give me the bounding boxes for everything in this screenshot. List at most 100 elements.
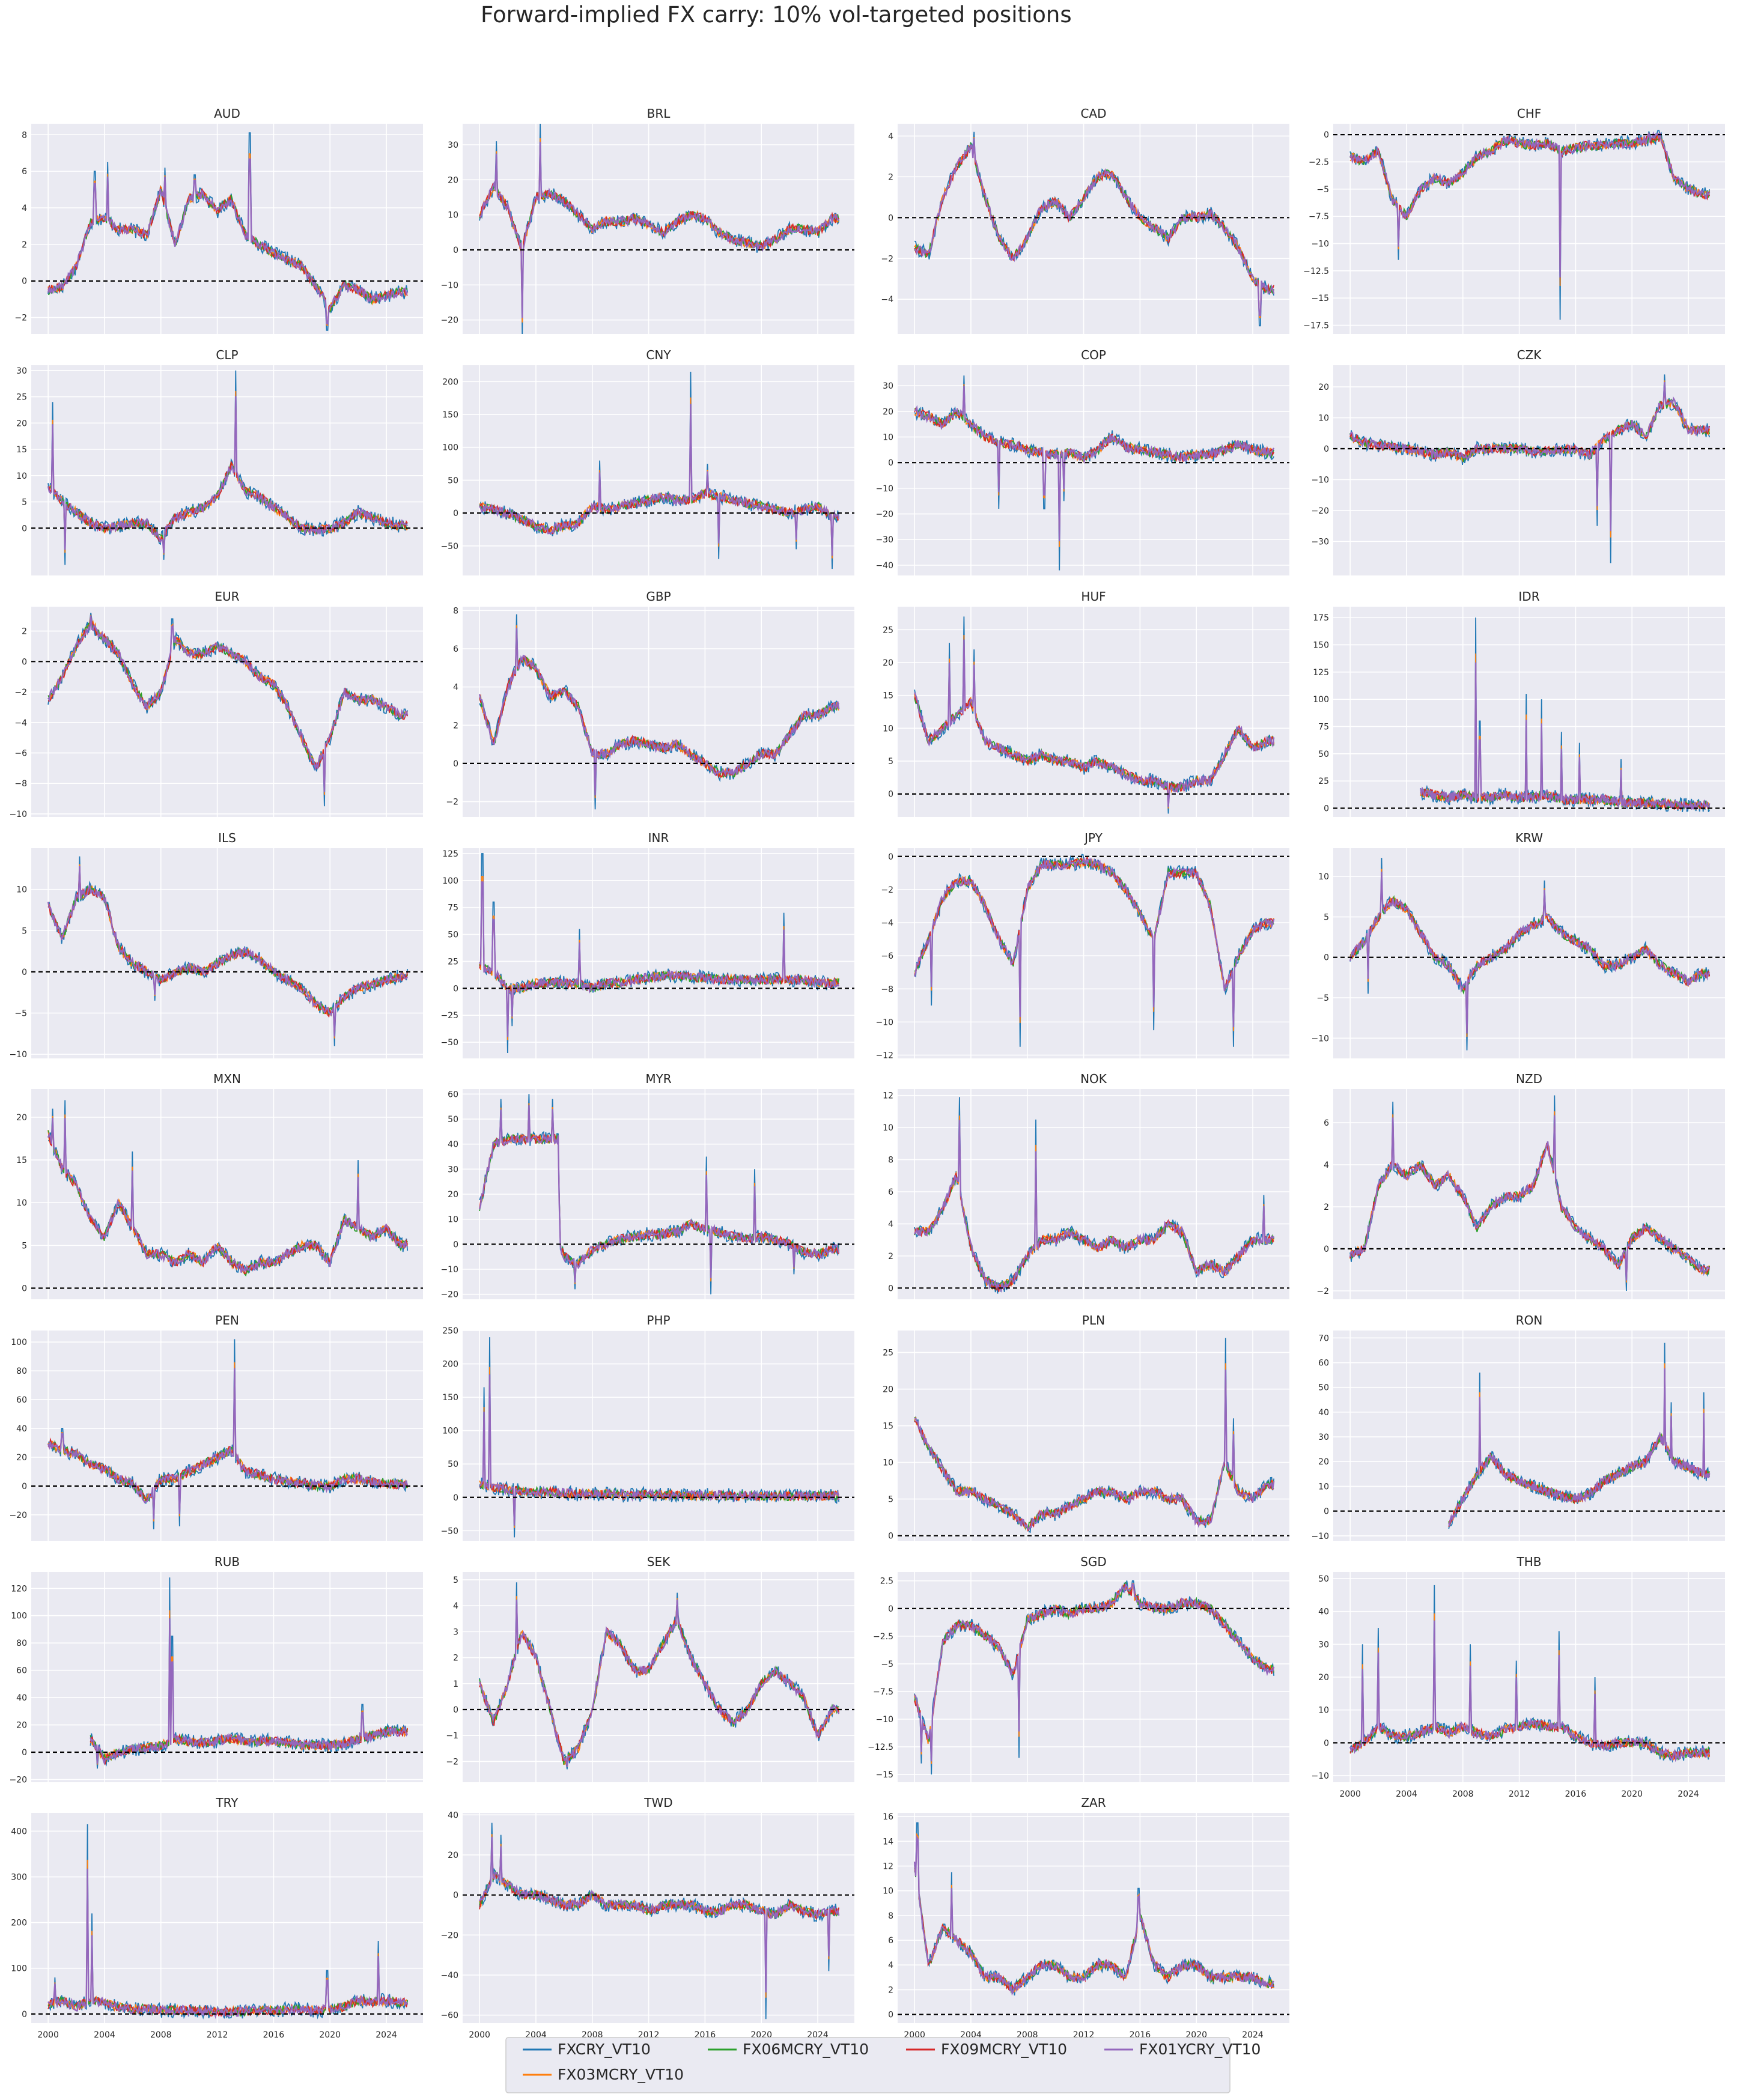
y-tick-label: 30 (448, 141, 458, 150)
legend-label: FX09MCRY_VT10 (941, 2041, 1067, 2058)
y-tick-label: −20 (440, 316, 458, 326)
y-tick-label: 2.5 (880, 1577, 893, 1586)
panel-huf: HUF 0 5 10 15 20 25 (883, 589, 1289, 817)
series-line-fx01ycry_vt10 (913, 1834, 1275, 1996)
y-tick-label: −20 (875, 510, 893, 520)
y-tick-label: −7.5 (1309, 212, 1329, 222)
panel-title: SGD (1080, 1555, 1107, 1569)
y-tick-label: 2 (453, 721, 458, 730)
x-tick-label: 2024 (376, 2030, 397, 2040)
y-tick-label: −5 (1316, 994, 1329, 1003)
y-tick-label: 0 (1324, 445, 1329, 454)
y-tick-label: 10 (1318, 1482, 1329, 1492)
y-tick-label: −2 (881, 885, 893, 895)
y-tick-label: 40 (16, 1693, 27, 1703)
y-tick-label: 5 (888, 757, 893, 766)
plot-area (463, 1572, 854, 1782)
panel-title: PHP (646, 1313, 670, 1328)
legend-frame (505, 2037, 1231, 2093)
y-tick-label: 8 (22, 130, 27, 140)
y-tick-label: 3 (453, 1627, 458, 1637)
panel-title: NZD (1516, 1072, 1542, 1086)
series-line-fx01ycry_vt10 (1448, 1368, 1711, 1527)
y-tick-label: 125 (1313, 668, 1329, 678)
legend: FXCRY_VT10 FX03MCRY_VT10 FX06MCRY_VT10 FX09… (505, 2037, 1261, 2093)
y-tick-label: 30 (1318, 1640, 1329, 1649)
x-tick-label: 2000 (37, 2030, 59, 2040)
panel-krw: KRW −10 −5 0 5 10 (1311, 831, 1725, 1058)
y-tick-label: 30 (1318, 1433, 1329, 1442)
y-tick-label: −10 (875, 484, 893, 494)
y-tick-label: 0 (453, 246, 458, 255)
panel-brl: BRL −20 −10 0 10 20 30 (440, 106, 854, 335)
y-tick-label: 20 (448, 175, 458, 185)
y-tick-label: −10 (1311, 1771, 1329, 1781)
panel-nzd: NZD −2 0 2 4 6 (1316, 1072, 1725, 1299)
y-tick-label: −10 (1311, 475, 1329, 485)
series-line-fx01ycry_vt10 (1349, 872, 1711, 1034)
y-tick-label: 6 (888, 1936, 893, 1946)
panel-title: RON (1516, 1313, 1543, 1328)
panel-title: COP (1081, 348, 1106, 362)
x-tick-label: 2016 (1565, 1789, 1587, 1799)
panel-title: CNY (646, 348, 671, 362)
series-line-fx01ycry_vt10 (914, 1369, 1275, 1530)
series-line-fx01ycry_vt10 (47, 158, 409, 325)
y-tick-label: 2 (888, 1985, 893, 1995)
y-tick-label: 80 (16, 1367, 27, 1376)
y-tick-label: 15 (883, 691, 893, 701)
panel-title: MYR (645, 1072, 671, 1086)
x-tick-label: 2012 (1509, 1789, 1530, 1799)
y-tick-label: 6 (888, 1188, 893, 1197)
panel-title: TWD (643, 1795, 672, 1810)
y-tick-label: 20 (16, 1113, 27, 1123)
y-tick-label: 0 (1324, 1245, 1329, 1254)
y-tick-label: 8 (888, 1911, 893, 1921)
y-tick-label: 50 (1318, 750, 1329, 759)
y-tick-label: 15 (16, 1156, 27, 1165)
y-tick-label: 0 (888, 2010, 893, 2020)
panel-cop: COP −40 −30 −20 −10 0 10 20 30 (875, 348, 1289, 575)
series-line-fx01ycry_vt10 (47, 1368, 409, 1520)
y-tick-label: 0 (453, 984, 458, 994)
panel-title: PLN (1082, 1313, 1105, 1328)
y-tick-label: 40 (1318, 1607, 1329, 1617)
x-tick-label: 2024 (1242, 2030, 1264, 2040)
y-tick-label: −40 (875, 561, 893, 571)
y-tick-label: −5 (881, 1660, 893, 1669)
series-line-fx01ycry_vt10 (479, 142, 840, 318)
panel-title: ZAR (1081, 1795, 1106, 1810)
y-tick-label: 0 (1324, 1507, 1329, 1517)
x-tick-label: 2004 (94, 2030, 115, 2040)
y-tick-label: 0 (22, 1284, 27, 1294)
panel-title: CZK (1517, 348, 1542, 362)
y-tick-label: 125 (442, 849, 458, 859)
y-tick-label: 10 (1318, 872, 1329, 882)
plot-area (1333, 848, 1725, 1058)
series-line-fx01ycry_vt10 (914, 386, 1275, 542)
y-tick-label: 12 (883, 1862, 893, 1872)
y-tick-label: 0 (888, 1531, 893, 1541)
series-line-fx01ycry_vt10 (90, 1618, 409, 1766)
y-tick-label: 8 (453, 606, 458, 616)
panel-aud: AUD −2 0 2 4 6 8 (14, 106, 423, 334)
y-tick-label: 5 (22, 498, 27, 508)
y-tick-label: 20 (883, 407, 893, 417)
panel-cny: CNY −50 0 50 100 150 200 (440, 348, 854, 575)
series-line-fx01ycry_vt10 (47, 615, 409, 792)
y-tick-label: 10 (1318, 1706, 1329, 1716)
y-tick-label: 20 (448, 1851, 458, 1860)
series-line-fx01ycry_vt10 (47, 396, 409, 554)
panel-title: ILS (218, 831, 236, 845)
y-tick-label: 25 (16, 393, 27, 402)
y-tick-label: 75 (1318, 722, 1329, 732)
panel-idr: IDR 0 25 50 75 100 125 150 175 (1313, 589, 1725, 817)
y-tick-label: 150 (442, 410, 458, 420)
y-tick-label: 200 (442, 1360, 458, 1370)
y-tick-label: −5 (1316, 185, 1329, 195)
y-tick-label: 0 (453, 1240, 458, 1249)
y-tick-label: 100 (11, 1612, 27, 1621)
panel-title: SEK (647, 1555, 671, 1569)
